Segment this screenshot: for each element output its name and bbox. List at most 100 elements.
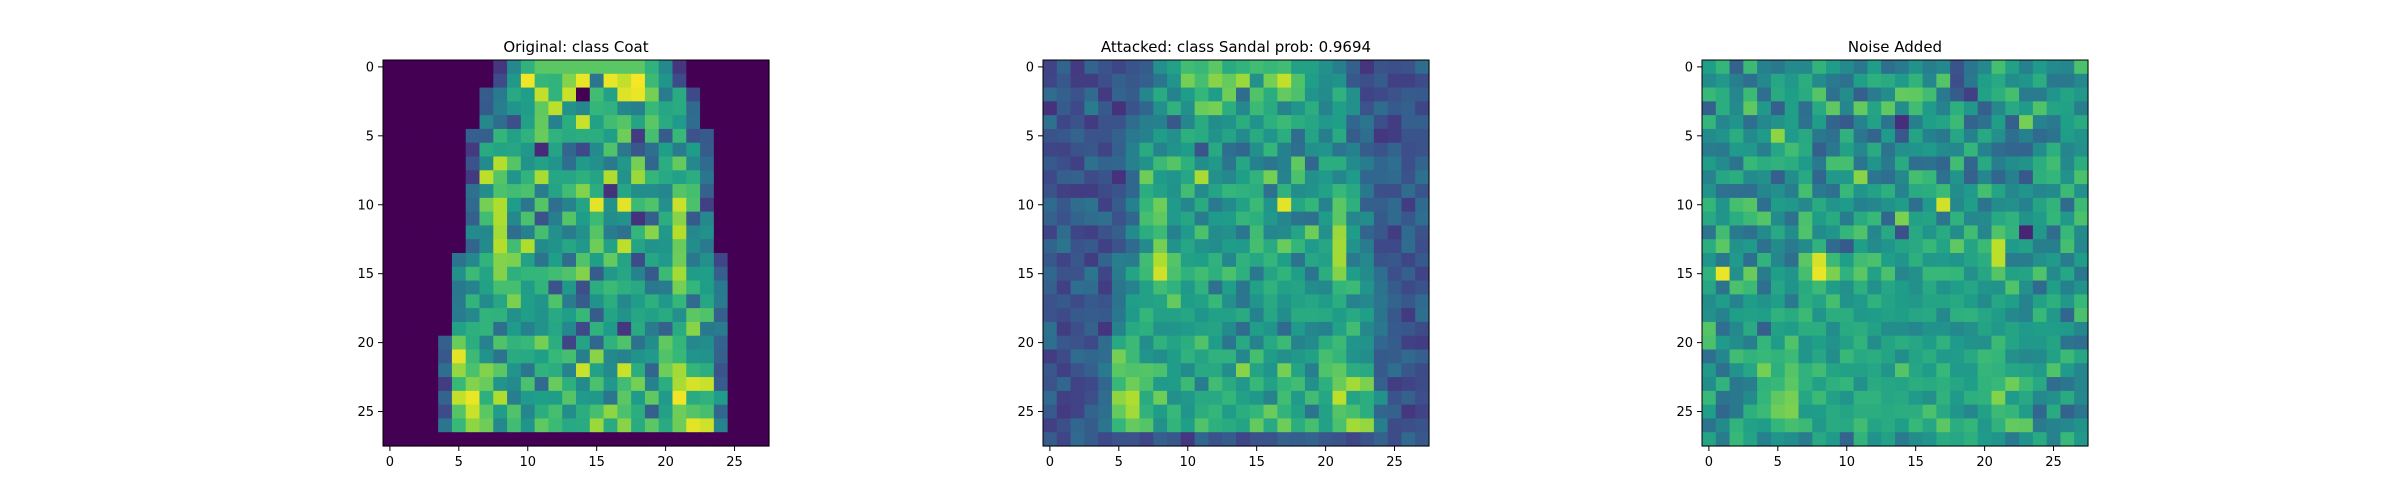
heatmap-cell (1798, 73, 1813, 89)
heatmap-cell (383, 294, 398, 309)
heatmap-cell (383, 128, 398, 144)
heatmap-cell (1208, 156, 1223, 171)
heatmap-cell (1715, 349, 1731, 364)
heatmap-cell (1881, 184, 1896, 199)
heatmap-cell (1194, 294, 1210, 309)
heatmap-cell (1291, 280, 1306, 295)
heatmap-cell (1194, 432, 1210, 447)
heatmap-cell (1194, 404, 1210, 420)
heatmap-cell (1084, 432, 1099, 447)
heatmap-cell (1922, 101, 1937, 116)
heatmap-cell (1401, 404, 1416, 420)
heatmap-cell (507, 349, 522, 364)
heatmap-cell (438, 294, 453, 309)
heatmap-cell (1167, 156, 1182, 171)
heatmap-cell (1812, 156, 1827, 171)
heatmap-cell (383, 266, 398, 282)
heatmap-cell (1387, 87, 1403, 102)
heatmap-cell (534, 404, 550, 420)
heatmap-cell (1167, 335, 1182, 351)
heatmap-cell (1194, 266, 1210, 282)
heatmap-cell (1729, 390, 1744, 406)
heatmap-cell (2019, 211, 2034, 227)
heatmap-cell (700, 197, 715, 213)
heatmap-cell (438, 197, 453, 213)
heatmap-cell (644, 404, 660, 420)
heatmap-cell (424, 156, 439, 171)
heatmap-cell (1387, 404, 1403, 420)
heatmap-cell (1167, 170, 1182, 185)
heatmap-cell (1853, 266, 1869, 282)
heatmap-cell (396, 211, 412, 227)
heatmap-cell (1304, 115, 1320, 130)
heatmap-cell (700, 87, 715, 102)
heatmap-cell (396, 335, 412, 351)
heatmap-cell (1291, 390, 1306, 406)
heatmap-cell (479, 308, 494, 323)
heatmap-cell (465, 156, 481, 171)
heatmap-cell (479, 349, 494, 364)
heatmap-cell (1757, 60, 1772, 75)
heatmap-cell (562, 294, 577, 309)
heatmap-cell (2060, 363, 2075, 378)
heatmap-cell (1729, 418, 1744, 433)
heatmap-cell (1963, 321, 1979, 337)
heatmap-cell (658, 294, 674, 309)
heatmap-cell (1125, 377, 1141, 392)
heatmap-cell (465, 377, 481, 392)
heatmap-cell (672, 308, 687, 323)
heatmap-cell (1784, 266, 1800, 282)
heatmap-cell (1743, 184, 1758, 199)
heatmap-cell (727, 266, 743, 282)
heatmap-cell (1056, 363, 1072, 378)
heatmap-cell (1936, 101, 1951, 116)
heatmap-cell (1277, 87, 1292, 102)
heatmap-cell (576, 418, 591, 433)
heatmap-cell (1180, 142, 1196, 158)
heatmap-cell (1263, 335, 1278, 351)
heatmap-cell (507, 390, 522, 406)
heatmap-cell (2005, 73, 2020, 89)
heatmap-cell (644, 211, 660, 227)
heatmap-cell (1304, 101, 1320, 116)
heatmap-cell (1263, 390, 1278, 406)
heatmap-cell (383, 308, 398, 323)
heatmap-cell (617, 266, 632, 282)
heatmap-cell (1853, 156, 1869, 171)
heatmap-cell (1839, 377, 1855, 392)
heatmap-cell (589, 87, 605, 102)
heatmap-cell (1798, 390, 1813, 406)
heatmap-cell (1401, 418, 1416, 433)
heatmap-cell (1291, 266, 1306, 282)
y-tick-label: 0 (1026, 60, 1034, 75)
heatmap-cell (1743, 60, 1758, 75)
heatmap-cell (672, 418, 687, 433)
heatmap-cell (658, 211, 674, 227)
heatmap-cell (617, 87, 632, 102)
heatmap-cell (672, 156, 687, 171)
heatmap-cell (1387, 197, 1403, 213)
heatmap-cell (534, 266, 550, 282)
heatmap-cell (1922, 308, 1937, 323)
heatmap-cell (1373, 101, 1389, 116)
heatmap-cell (713, 73, 729, 89)
heatmap-cell (1908, 321, 1924, 337)
heatmap-cell (658, 266, 674, 282)
heatmap-cell (1770, 60, 1786, 75)
heatmap-cell (562, 211, 577, 227)
heatmap-cell (1798, 170, 1813, 185)
heatmap-cell (548, 308, 563, 323)
heatmap-cell (1291, 101, 1306, 116)
heatmap-cell (686, 432, 701, 447)
heatmap-cell (1291, 142, 1306, 158)
heatmap-cell (1318, 321, 1334, 337)
heatmap-cell (562, 432, 577, 447)
heatmap-cell (1084, 308, 1099, 323)
heatmap-cell (589, 101, 605, 116)
heatmap-cell (1963, 266, 1979, 282)
heatmap-cell (1056, 308, 1072, 323)
heatmap-cell (534, 156, 550, 171)
heatmap-cell (631, 101, 646, 116)
heatmap-cell (1853, 142, 1869, 158)
heatmap-cell (1056, 418, 1072, 433)
